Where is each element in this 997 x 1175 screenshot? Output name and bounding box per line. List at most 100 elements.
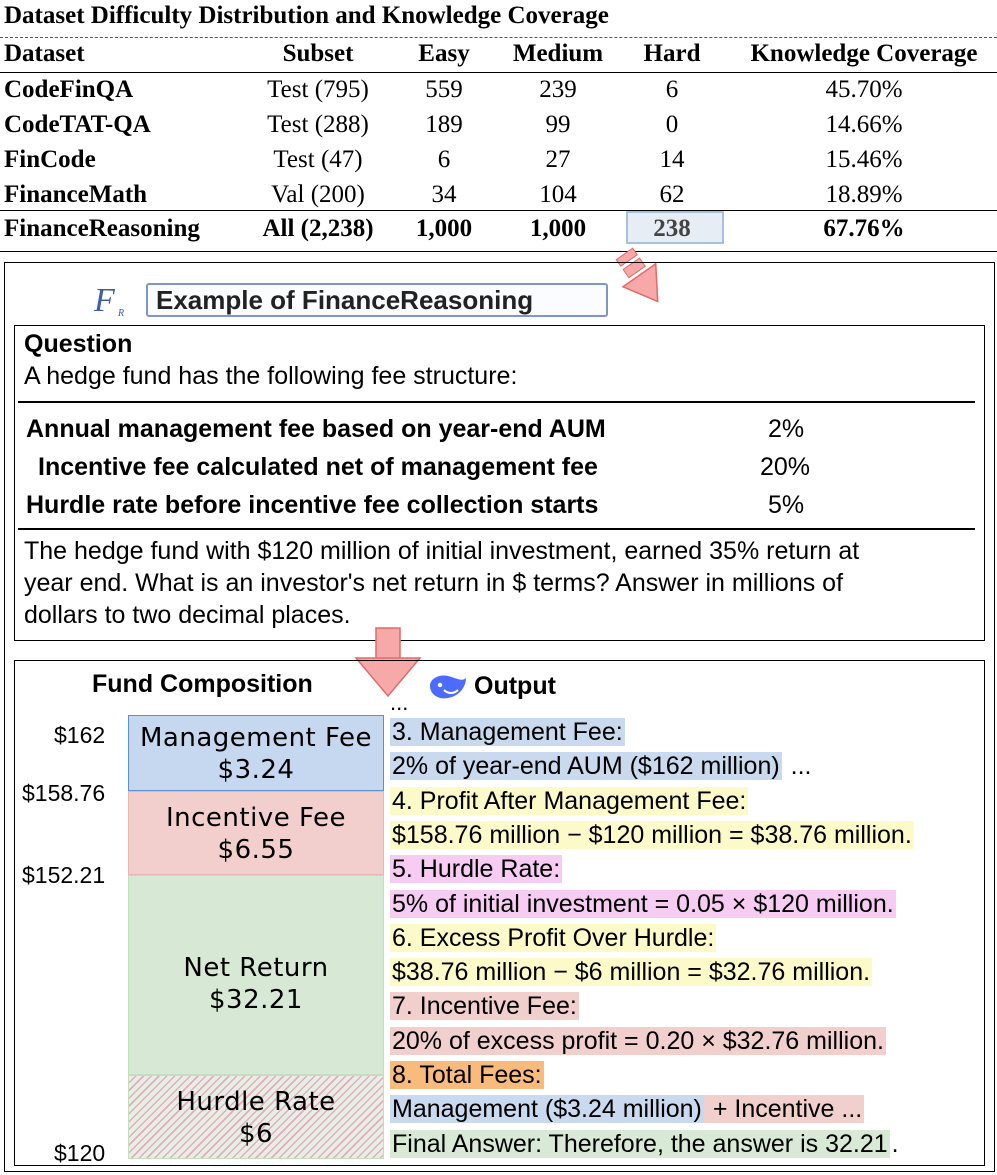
cell-subset: Test (288)	[267, 111, 369, 138]
output-step-line: 6. Excess Profit Over Hurdle:	[390, 922, 717, 954]
table-bottom-rule	[0, 251, 997, 252]
cell-coverage: 45.70%	[825, 76, 903, 103]
cell-coverage: 18.89%	[825, 181, 903, 208]
output-step-text: Management ($3.24 million)	[390, 1095, 704, 1124]
cell-easy: 189	[425, 111, 463, 138]
question-heading: Question	[24, 330, 133, 358]
table-row-total: FinanceReasoning All (2,238) 1,000 1,000…	[0, 215, 997, 249]
fee-table-top-rule	[18, 401, 975, 403]
cell-subset: All (2,238)	[262, 215, 374, 242]
cell-subset: Test (47)	[273, 146, 363, 173]
segment-name: Incentive Fee	[165, 803, 346, 833]
output-step-text: 2% of year-end AUM ($162 million)	[390, 752, 782, 781]
financereasoning-logo: F	[94, 282, 115, 319]
cell-easy: 34	[431, 181, 457, 208]
cell-easy: 1,000	[415, 215, 473, 242]
output-label: Output	[474, 672, 556, 700]
table-total-divider	[0, 210, 997, 211]
output-step-line: 5% of initial investment = 0.05 × $120 m…	[390, 888, 896, 920]
table-row: CodeFinQA Test (795) 559 239 6 45.70%	[0, 76, 997, 110]
example-panel	[4, 262, 995, 1172]
fee-value-incentive: 20%	[760, 453, 811, 481]
table-title: Dataset Difficulty Distribution and Know…	[4, 2, 609, 29]
segment-value: $3.24	[217, 755, 295, 785]
output-ellipsis: ...	[390, 690, 409, 715]
cell-easy: 559	[425, 76, 463, 103]
output-step-line: 4. Profit After Management Fee:	[390, 785, 749, 817]
output-step-text: + Incentive ...	[703, 1095, 865, 1124]
col-header-hard: Hard	[643, 40, 701, 67]
fee-label-incentive: Incentive fee calculated net of manageme…	[38, 453, 598, 481]
segment-hurdle-rate: Hurdle Rate $6	[128, 1075, 384, 1159]
fee-label-hurdle: Hurdle rate before incentive fee collect…	[26, 491, 599, 519]
cell-dataset: FinCode	[4, 146, 96, 173]
output-step-text: $38.76 million − $6 million = $32.76 mil…	[390, 958, 873, 987]
table-header-divider	[0, 72, 997, 73]
financereasoning-logo-sub: R	[118, 308, 125, 319]
question-body-line: The hedge fund with $120 million of init…	[24, 537, 860, 565]
segment-value: $6	[238, 1119, 274, 1149]
cell-coverage: 15.46%	[825, 146, 903, 173]
question-panel	[14, 325, 985, 641]
output-step-line: $158.76 million − $120 million = $38.76 …	[390, 819, 914, 851]
whale-icon	[430, 675, 466, 699]
output-step-line: Management ($3.24 million) + Incentive .…	[390, 1093, 865, 1125]
output-step-text: Final Answer: Therefore, the answer is 3…	[390, 1129, 890, 1158]
cell-coverage: 14.66%	[825, 111, 903, 138]
cell-subset: Val (200)	[271, 181, 365, 208]
fee-label-management: Annual management fee based on year-end …	[26, 415, 606, 443]
output-step-line: 7. Incentive Fee:	[390, 990, 579, 1022]
output-step-text: ...	[783, 752, 812, 781]
question-intro: A hedge fund has the following fee struc…	[24, 362, 518, 390]
cell-dataset: FinanceReasoning	[4, 215, 200, 242]
axis-label-base: $120	[54, 1140, 106, 1166]
segment-value: $32.21	[209, 985, 303, 1015]
output-step-text: $158.76 million − $120 million = $38.76 …	[390, 820, 914, 849]
cell-coverage: 67.76%	[823, 215, 905, 242]
axis-label-incentive: $152.21	[22, 862, 106, 888]
segment-incentive-fee: Incentive Fee $6.55	[128, 791, 384, 875]
output-step-line: 20% of excess profit = 0.20 × $32.76 mil…	[390, 1025, 886, 1057]
output-step-text: 20% of excess profit = 0.20 × $32.76 mil…	[390, 1026, 886, 1055]
arrow-down-icon	[354, 627, 422, 698]
output-step-line: Final Answer: Therefore, the answer is 3…	[390, 1128, 901, 1160]
output-step-line: 3. Management Fee:	[390, 716, 625, 748]
table-row: FinanceMath Val (200) 34 104 62 18.89%	[0, 181, 997, 215]
output-step-text: 5% of initial investment = 0.05 × $120 m…	[390, 889, 896, 918]
col-header-easy: Easy	[418, 40, 470, 67]
output-step-text: 8. Total Fees:	[390, 1061, 544, 1089]
cell-subset: Test (795)	[267, 76, 369, 103]
output-step-text: 3. Management Fee:	[390, 718, 625, 746]
fee-table-bottom-rule	[18, 528, 975, 530]
segment-name: Management Fee	[139, 723, 373, 753]
axis-label-top: $162	[54, 722, 106, 748]
axis-label-management: $158.76	[22, 780, 106, 806]
cell-hard: 62	[659, 181, 685, 208]
fee-value-hurdle: 5%	[768, 491, 805, 519]
cell-hard: 0	[665, 111, 679, 138]
fee-value-management: 2%	[768, 415, 805, 443]
output-step-text: 4. Profit After Management Fee:	[390, 786, 749, 815]
cell-medium: 27	[545, 146, 571, 173]
segment-management-fee: Management Fee $3.24	[128, 715, 384, 791]
cell-dataset: CodeTAT-QA	[4, 111, 151, 138]
cell-hard: 238	[653, 215, 691, 242]
col-header-subset: Subset	[282, 40, 354, 67]
hard-total-highlight	[626, 211, 724, 244]
table-row: FinCode Test (47) 6 27 14 15.46%	[0, 146, 997, 180]
output-step-line: $38.76 million − $6 million = $32.76 mil…	[390, 956, 873, 988]
col-header-dataset: Dataset	[4, 40, 85, 67]
cell-dataset: CodeFinQA	[4, 76, 134, 103]
cell-medium: 239	[539, 76, 577, 103]
cell-medium: 104	[539, 181, 577, 208]
question-body-line: dollars to two decimal places.	[24, 601, 351, 629]
output-step-text: 6. Excess Profit Over Hurdle:	[390, 923, 717, 952]
cell-hard: 6	[665, 76, 679, 103]
cell-easy: 6	[437, 146, 451, 173]
table-title-divider	[0, 37, 997, 38]
segment-name: Hurdle Rate	[176, 1087, 336, 1117]
output-step-text: 5. Hurdle Rate:	[390, 855, 563, 884]
output-step-line: 8. Total Fees:	[390, 1059, 544, 1091]
output-step-text: 7. Incentive Fee:	[390, 992, 579, 1021]
output-step-line: 5. Hurdle Rate:	[390, 853, 563, 885]
